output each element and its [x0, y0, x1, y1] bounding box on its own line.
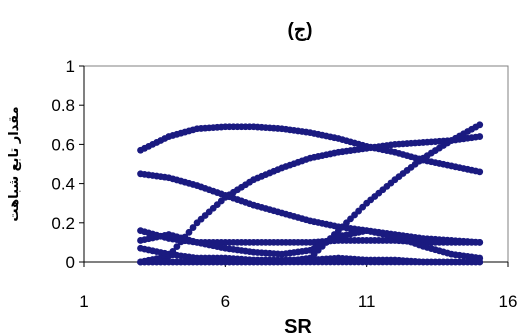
- data-point: [476, 258, 484, 266]
- y-axis-label: مقدار تابع شباهت: [7, 106, 22, 221]
- series-3: [137, 133, 484, 266]
- x-tick-label: 6: [221, 292, 230, 311]
- data-point: [185, 228, 193, 236]
- y-tick-label: 1: [66, 57, 75, 76]
- data-point: [189, 224, 197, 231]
- data-point: [476, 133, 484, 140]
- y-tick-label: 0.8: [51, 96, 75, 115]
- x-tick-label: 16: [499, 292, 518, 311]
- data-points: [137, 121, 484, 266]
- y-tick-label: 0.6: [51, 135, 75, 154]
- y-tick-label: 0.4: [51, 175, 75, 194]
- x-tick-label: 11: [358, 292, 376, 311]
- x-axis: 1 6 11 16: [79, 261, 518, 311]
- series-1: [137, 123, 484, 176]
- data-point: [476, 239, 484, 246]
- y-tick-label: 0.2: [51, 214, 75, 233]
- data-point: [476, 121, 484, 129]
- x-axis-label: SR: [284, 316, 312, 336]
- series-6: [137, 227, 484, 262]
- y-axis: 0 0.2 0.4 0.6 0.8 1: [51, 57, 85, 272]
- data-point: [173, 243, 181, 251]
- data-point: [476, 168, 484, 176]
- x-tick-label: 1: [79, 292, 88, 311]
- chart-title: (ج): [288, 20, 313, 41]
- y-tick-label: 0: [66, 253, 75, 272]
- series-8: [137, 258, 484, 266]
